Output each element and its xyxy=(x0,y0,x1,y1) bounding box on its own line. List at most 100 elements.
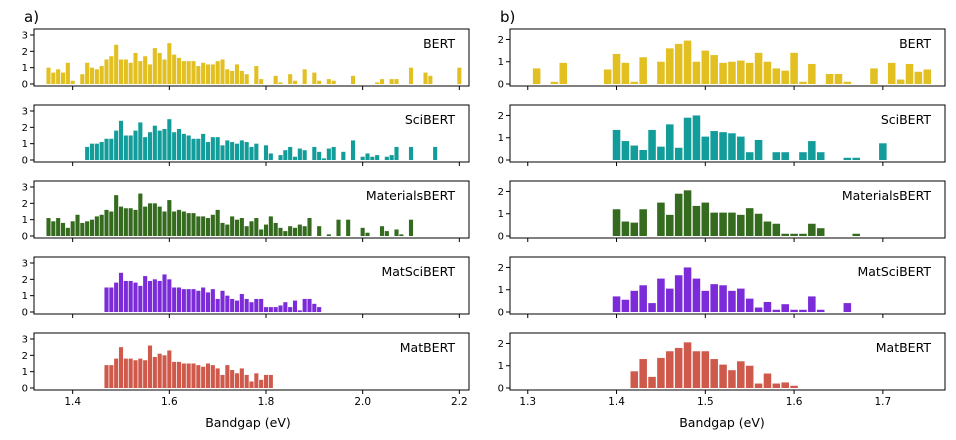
panel-b-xlabel: Bandgap (eV) xyxy=(679,415,765,430)
bar-matscibert xyxy=(244,298,249,312)
x-tick-label: 1.7 xyxy=(875,396,892,408)
bar-bert xyxy=(181,61,186,84)
bar-matbert xyxy=(249,381,254,388)
bar-bert xyxy=(230,70,235,84)
bar-materialsbert xyxy=(273,222,278,236)
bar-matbert xyxy=(710,359,718,388)
bar-matscibert xyxy=(167,279,172,312)
bar-bert xyxy=(379,79,385,84)
bar-matscibert xyxy=(220,290,225,312)
axes-frame xyxy=(33,256,470,315)
bar-materialsbert xyxy=(307,218,312,236)
bar-bert xyxy=(394,79,399,84)
subplot-a-matscibert: 0 1 2 3 MatSciBERT xyxy=(22,256,470,319)
model-label: MatSciBERT xyxy=(857,264,931,279)
bar-matbert xyxy=(630,371,639,388)
bar-bert xyxy=(65,62,70,84)
y-tick-label: 2 xyxy=(22,47,28,58)
bar-scibert xyxy=(143,137,148,160)
y-tick-label: 0 xyxy=(22,308,28,319)
bar-scibert xyxy=(133,130,138,160)
y-tick-label: 2 xyxy=(498,111,504,122)
bar-scibert xyxy=(341,151,346,160)
bar-bert xyxy=(317,80,322,84)
bar-materialsbert xyxy=(99,214,104,236)
bar-matscibert xyxy=(147,280,153,312)
bar-matscibert xyxy=(196,290,201,312)
bar-scibert xyxy=(326,148,331,160)
bar-matscibert xyxy=(630,290,639,312)
bar-bert xyxy=(375,82,380,84)
bar-materialsbert xyxy=(288,226,293,236)
bar-scibert xyxy=(220,145,225,160)
bar-materialsbert xyxy=(254,218,259,236)
bar-matscibert xyxy=(666,288,674,312)
bar-matscibert xyxy=(648,303,656,312)
subplot-b-materialsbert: 0 1 2 MaterialsBERT xyxy=(498,180,946,243)
bar-bert xyxy=(532,68,541,84)
bar-bert xyxy=(288,74,293,84)
bar-matscibert xyxy=(808,296,816,312)
bar-materialsbert xyxy=(268,216,273,236)
bar-bert xyxy=(234,64,240,84)
bar-matbert xyxy=(138,358,143,388)
bar-matbert xyxy=(176,361,182,388)
bar-matbert xyxy=(648,376,656,388)
bar-matscibert xyxy=(249,302,254,312)
bar-bert xyxy=(331,80,336,84)
bar-scibert xyxy=(297,148,302,160)
model-label: MaterialsBERT xyxy=(366,188,456,203)
bar-bert xyxy=(728,61,736,84)
bar-matbert xyxy=(215,368,220,388)
y-tick-label: 0 xyxy=(498,308,504,319)
bar-scibert xyxy=(745,152,754,160)
bar-scibert xyxy=(781,152,789,160)
bar-materialsbert xyxy=(109,211,114,236)
bar-bert xyxy=(85,62,90,84)
bar-scibert xyxy=(147,132,153,160)
bar-bert xyxy=(239,70,244,84)
y-tick-label: 1 xyxy=(22,291,28,302)
bar-materialsbert xyxy=(157,206,162,236)
bar-matscibert xyxy=(152,279,157,312)
bar-materialsbert xyxy=(56,218,61,236)
model-label: BERT xyxy=(899,36,931,51)
bar-scibert xyxy=(630,145,639,160)
bar-bert xyxy=(56,69,61,84)
bar-bert xyxy=(201,62,206,84)
y-tick-label: 1 xyxy=(22,215,28,226)
bar-bert xyxy=(118,59,124,84)
y-tick-label: 3 xyxy=(22,335,28,346)
bar-matscibert xyxy=(234,300,240,312)
bar-bert xyxy=(408,67,414,84)
bar-scibert xyxy=(302,150,307,160)
bar-materialsbert xyxy=(205,218,211,236)
bar-matbert xyxy=(234,373,240,388)
bar-matscibert xyxy=(225,295,230,312)
bar-bert xyxy=(172,54,177,84)
bar-materialsbert xyxy=(737,214,745,236)
bar-matscibert xyxy=(191,289,196,312)
bar-matbert xyxy=(118,347,124,388)
bar-matscibert xyxy=(692,278,701,312)
y-tick-label: 0 xyxy=(22,156,28,167)
bar-materialsbert xyxy=(639,209,647,236)
bar-bert xyxy=(205,64,211,84)
bar-matscibert xyxy=(302,298,307,312)
bar-scibert xyxy=(230,142,235,160)
bar-scibert xyxy=(162,128,167,160)
bar-materialsbert xyxy=(701,202,710,236)
bar-matbert xyxy=(657,357,665,388)
bar-matscibert xyxy=(781,304,789,312)
bar-bert xyxy=(273,75,278,84)
bar-materialsbert xyxy=(143,206,148,236)
bar-bert xyxy=(176,57,182,84)
axes-frame xyxy=(509,332,946,391)
bar-materialsbert xyxy=(816,228,825,236)
bar-matscibert xyxy=(254,298,259,312)
bar-matbert xyxy=(225,365,230,388)
bar-matscibert xyxy=(104,287,109,312)
bar-matbert xyxy=(692,351,701,388)
bar-materialsbert xyxy=(710,212,718,236)
y-tick-label: 0 xyxy=(22,384,28,395)
